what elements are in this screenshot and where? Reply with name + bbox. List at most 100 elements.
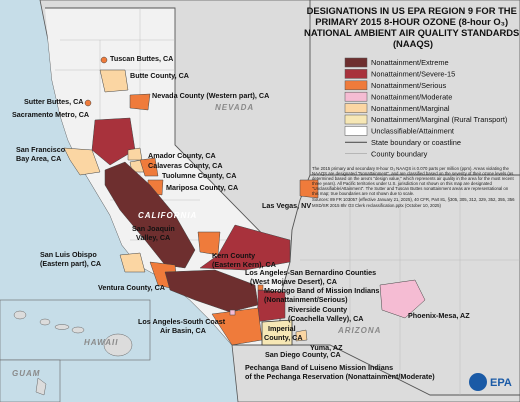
area-tuscan-buttes [100, 56, 108, 64]
label-line: Amador County, CA [148, 151, 216, 160]
title-line: DESIGNATIONS IN US EPA REGION 9 FOR THE [307, 5, 517, 16]
label-line: Tuscan Buttes, CA [110, 54, 173, 63]
label-line: County, CA [264, 333, 303, 342]
label-line: Nevada County (Western part), CA [152, 91, 269, 100]
place-label: Amador County, CA [148, 151, 216, 160]
areas [63, 56, 426, 346]
legend-label: Nonattainment/Serious [371, 81, 446, 90]
place-label: Pechanga Band of Luiseno Mission Indians… [245, 363, 435, 381]
area-pechanga [229, 309, 236, 316]
area-morongo [257, 284, 264, 291]
guam-inset [0, 359, 61, 402]
place-label: Los Angeles-South Coast Air Basin, CA [138, 317, 226, 335]
place-label: Ventura County, CA [98, 283, 165, 292]
label-line: San Diego County, CA [265, 350, 341, 359]
place-label: Tuolumne County, CA [162, 171, 236, 180]
legend-label: Nonattainment/Marginal (Rural Transport) [371, 115, 507, 124]
legend-swatch [344, 91, 368, 102]
place-labels: Tuscan Buttes, CA Butte County, CA Nevad… [12, 54, 470, 381]
place-label: Las Vegas, NV [262, 201, 311, 210]
hawaii-islands [13, 310, 133, 357]
label-line: Sacramento Metro, CA [12, 110, 89, 119]
logo-mark [469, 373, 487, 391]
state-label: ARIZONA [337, 326, 381, 335]
label-line: CALIFORNIA [138, 211, 197, 220]
label-line: Riverside County [288, 305, 347, 314]
label-line: (Nonattainment/Serious) [264, 295, 348, 304]
note: The 2015 primary and secondary 8-hour O₃… [312, 166, 515, 209]
legend-label: Nonattainment/Moderate [371, 92, 452, 101]
label-line: Air Basin, CA [160, 326, 206, 335]
legend-label: Unclassifiable/Attainment [371, 127, 454, 136]
label-line: HAWAII [84, 338, 118, 347]
place-label: San Diego County, CA [265, 350, 341, 359]
label-line: Mariposa County, CA [166, 183, 238, 192]
note-file: MXD/SR 2015 8hr O3 Clerk reclassificatio… [312, 203, 441, 208]
title: DESIGNATIONS IN US EPA REGION 9 FOR THE … [304, 5, 520, 49]
state-label: NEVADA [215, 103, 254, 112]
place-label: San Francisco Bay Area, CA [16, 145, 66, 163]
label-line: Butte County, CA [130, 71, 189, 80]
guam-island [35, 377, 47, 396]
place-label: Riverside County (Coachella Valley), CA [288, 305, 364, 323]
state-label: GUAM [12, 369, 40, 378]
area-imperial [261, 319, 293, 346]
logo-text: EPA [490, 377, 512, 389]
place-label: Calaveras County, CA [148, 161, 223, 170]
label-line: GUAM [12, 369, 40, 378]
note-text: The 2015 primary and secondary 8-hour O₃… [312, 166, 514, 196]
label-line: Valley, CA [136, 233, 170, 242]
label-line: Sutter Buttes, CA [24, 97, 84, 106]
state-boundary [289, 0, 311, 263]
area-coachella [254, 289, 286, 323]
label-line: (Eastern Kern), CA [212, 260, 276, 269]
area-nevada-county [129, 93, 151, 111]
legend-label: State boundary or coastline [371, 138, 461, 147]
title-line: (NAAQS) [393, 38, 433, 49]
label-line: San Joaquin [132, 224, 175, 233]
label-line: Ventura County, CA [98, 283, 165, 292]
area-west-mojave [199, 224, 291, 271]
label-line: Tuolumne County, CA [162, 171, 236, 180]
label-line: (Coachella Valley), CA [288, 314, 364, 323]
legend-label: Nonattainment/Extreme [371, 58, 449, 67]
legend-swatch [344, 80, 368, 91]
place-label: Sacramento Metro, CA [12, 110, 89, 119]
area-sutter-buttes [84, 99, 92, 107]
area-sacramento [91, 117, 136, 166]
label-line: Kern County [212, 251, 255, 260]
place-label: Nevada County (Western part), CA [152, 91, 269, 100]
label-line: San Francisco [16, 145, 66, 154]
label-line: of the Pechanga Reservation (Nonattainme… [245, 372, 435, 381]
label-line: Imperial [268, 324, 296, 333]
label-line: (West Mojave Desert), CA [250, 277, 337, 286]
place-label: Phoenix-Mesa, AZ [408, 311, 470, 320]
label-line: Yuma, AZ [310, 343, 343, 352]
area-san-luis-obispo [119, 252, 146, 273]
legend-swatch [344, 57, 368, 68]
area-las-vegas [299, 179, 319, 199]
area-butte [99, 69, 129, 93]
legend-label: Nonattainment/Marginal [371, 104, 450, 113]
label-line: NEVADA [215, 103, 254, 112]
place-label: Los Angeles-San Bernardino Counties (West… [245, 268, 376, 286]
place-label: Kern County (Eastern Kern), CA [212, 251, 276, 269]
legend-swatch [344, 69, 368, 79]
place-label: Butte County, CA [130, 71, 189, 80]
state-label: HAWAII [84, 338, 118, 347]
place-label: Sutter Buttes, CA [24, 97, 84, 106]
area-amador [127, 147, 143, 161]
label-line: Las Vegas, NV [262, 201, 311, 210]
label-line: Los Angeles-San Bernardino Counties [245, 268, 376, 277]
legend-label: Nonattainment/Severe-15 [371, 70, 455, 79]
legend: Nonattainment/Extreme Nonattainment/Sever… [344, 57, 507, 158]
legend-swatch [344, 103, 368, 113]
legend-swatch [344, 114, 368, 125]
place-label: Yuma, AZ [310, 343, 343, 352]
area-bay-area [63, 147, 101, 176]
label-line: San Luis Obispo [40, 250, 97, 259]
state-label: CALIFORNIA [138, 211, 197, 220]
label-line: Calaveras County, CA [148, 161, 223, 170]
label-line: Phoenix-Mesa, AZ [408, 311, 470, 320]
title-line: PRIMARY 2015 8-HOUR OZONE (8-hour O₃) [315, 16, 508, 27]
